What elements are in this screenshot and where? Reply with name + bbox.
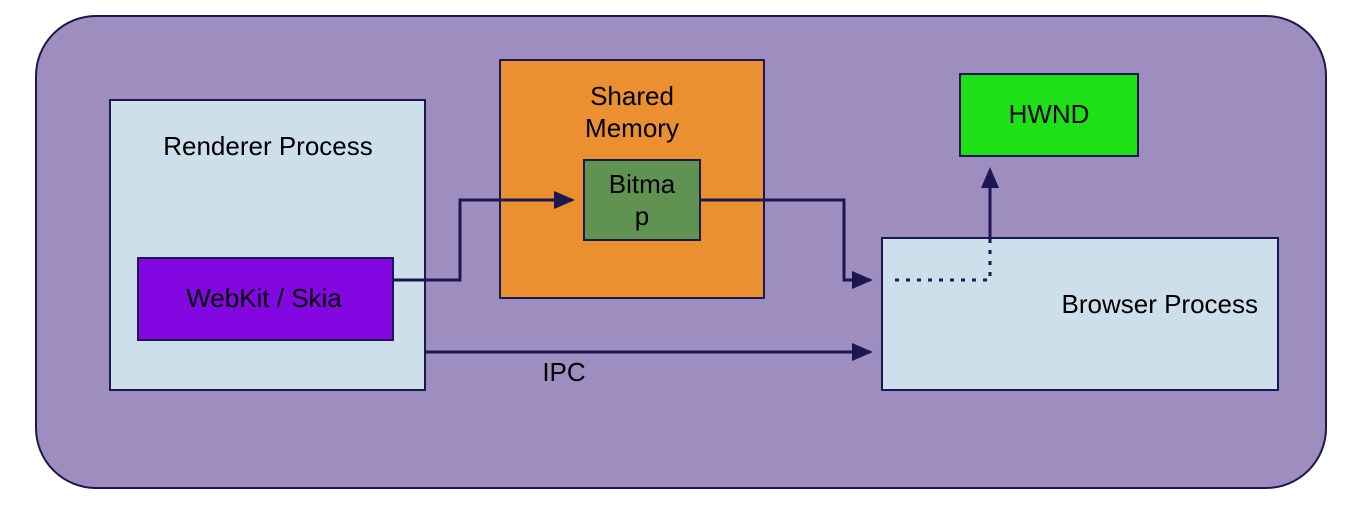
architecture-diagram: Shared Memory Bitma p Renderer Process W… (0, 0, 1366, 526)
ipc-label: IPC (542, 357, 585, 387)
browser-process-node: Browser Process (882, 238, 1278, 390)
shared-memory-label-line2: Memory (585, 113, 679, 143)
renderer-process-label: Renderer Process (163, 131, 373, 161)
shared-memory-label-line1: Shared (590, 81, 674, 111)
webkit-skia-label: WebKit / Skia (186, 283, 342, 313)
bitmap-label-line1: Bitma (609, 169, 676, 199)
hwnd-node: HWND (960, 74, 1138, 156)
bitmap-label-line2: p (635, 201, 649, 231)
bitmap-node: Bitma p (584, 160, 700, 240)
webkit-skia-node: WebKit / Skia (138, 258, 393, 340)
renderer-process-node: Renderer Process (110, 100, 425, 390)
hwnd-label: HWND (1009, 99, 1090, 129)
browser-process-label: Browser Process (1062, 289, 1259, 319)
